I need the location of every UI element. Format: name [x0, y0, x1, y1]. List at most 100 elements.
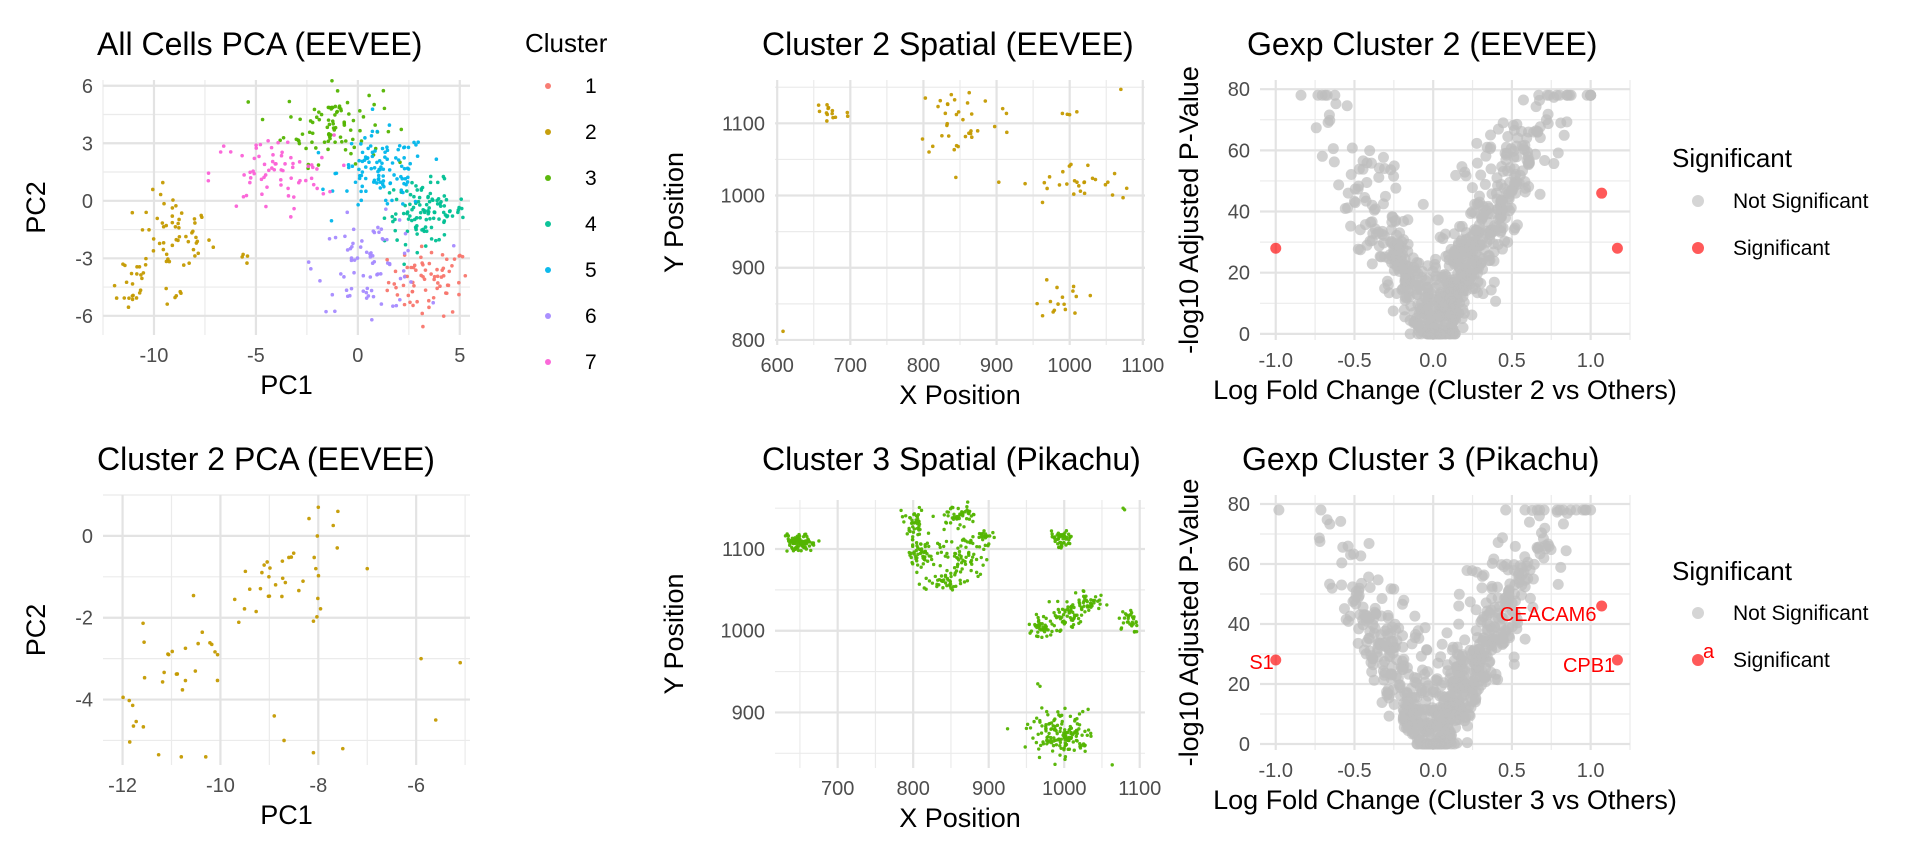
- p1-x-tick-label: 5: [454, 345, 465, 367]
- p1-data-point: [420, 311, 425, 316]
- p5-data-point: [785, 533, 789, 537]
- p6-data-point: [1385, 668, 1397, 680]
- p1-data-point: [129, 271, 134, 276]
- p1-data-point: [406, 175, 410, 180]
- p2-data-point: [1072, 178, 1077, 183]
- p4-data-point: [141, 725, 146, 729]
- p3-data-point: [1409, 265, 1421, 277]
- p5-data-point: [982, 529, 986, 533]
- p5-x-tick-label: 800: [896, 778, 929, 800]
- p4-data-point: [262, 563, 266, 567]
- p5-data-point: [1050, 629, 1054, 634]
- p6-data-point: [1270, 654, 1282, 666]
- p4-data-point: [265, 560, 269, 564]
- p6-gene-label: CEACAM6: [1500, 604, 1597, 626]
- p1-data-point: [438, 204, 443, 208]
- p1-data-point: [245, 254, 250, 258]
- p1-data-point: [408, 214, 412, 218]
- p6-data-point: [1434, 690, 1446, 702]
- p5-data-point: [798, 539, 802, 543]
- p5-data-point: [1083, 729, 1087, 734]
- p1-data-point: [386, 129, 391, 134]
- p5-data-point: [917, 582, 922, 586]
- p1-data-point: [406, 248, 410, 253]
- p1-data-point: [316, 150, 321, 155]
- p1-y-tick-label: -3: [75, 248, 93, 270]
- p3-data-point: [1542, 118, 1554, 130]
- p5-data-point: [977, 535, 981, 540]
- p3-data-point: [1316, 150, 1328, 162]
- p1-data-point: [419, 255, 423, 260]
- p6-data-point: [1509, 595, 1521, 607]
- p2-data-point: [1078, 189, 1083, 193]
- p1-data-point: [444, 291, 448, 295]
- p4-x-tick-label: -12: [108, 775, 137, 797]
- p6-x-tick-label: 0.0: [1419, 760, 1447, 782]
- p1-legend-key: [545, 221, 551, 227]
- p2-x-tick-label: 800: [907, 355, 940, 377]
- p3-data-point: [1502, 165, 1514, 177]
- p6-legend-key: [1692, 654, 1704, 666]
- p1-data-point: [164, 252, 169, 257]
- p5-data-point: [1024, 726, 1029, 731]
- p6-data-point: [1471, 566, 1483, 578]
- p6-data-point: [1355, 577, 1367, 589]
- p1-data-point: [304, 146, 308, 151]
- p1-data-point: [151, 249, 156, 253]
- p4-data-point: [280, 594, 284, 599]
- p1-data-point: [244, 193, 249, 198]
- p1-data-point: [340, 139, 344, 144]
- p1-data-point: [423, 225, 428, 229]
- p2-data-point: [1071, 284, 1076, 289]
- p1-data-point: [310, 165, 315, 170]
- p3-data-point: [1391, 288, 1403, 300]
- p6-data-point: [1467, 645, 1479, 657]
- p1-data-point: [289, 155, 293, 160]
- p1-data-point: [441, 266, 446, 271]
- p1-data-point: [184, 234, 188, 239]
- p5-data-point: [1093, 595, 1098, 599]
- p6-data-point: [1352, 637, 1364, 649]
- p2-data-point: [943, 111, 948, 116]
- p1-data-point: [314, 146, 318, 150]
- p3-data-point: [1341, 100, 1353, 112]
- p1-data-point: [270, 166, 274, 170]
- p1-data-point: [345, 100, 350, 105]
- p5-data-point: [1036, 682, 1040, 686]
- p1-data-point: [427, 261, 432, 266]
- p1-data-point: [378, 186, 383, 190]
- p6-data-point: [1324, 578, 1336, 590]
- p1-data-point: [415, 250, 420, 255]
- p3-legend-title: Significant: [1672, 143, 1793, 173]
- p5-data-point: [1053, 539, 1057, 544]
- p2-data-point: [1073, 311, 1077, 315]
- p1-data-point: [360, 150, 365, 155]
- p1-data-point: [390, 198, 394, 203]
- p1-data-point: [358, 245, 363, 249]
- p6-data-point: [1385, 583, 1397, 595]
- p1-data-point: [150, 187, 155, 192]
- p1-data-point: [310, 120, 315, 125]
- p4-data-point: [242, 607, 247, 611]
- p5-data-point: [963, 559, 967, 564]
- p3-chart-title: Gexp Cluster 2 (EEVEE): [1247, 26, 1597, 62]
- p1-data-point: [438, 284, 442, 289]
- p5-data-point: [937, 542, 942, 547]
- p2-data-point: [996, 180, 1001, 184]
- p4-x-tick-label: -8: [309, 775, 327, 797]
- p1-data-point: [424, 229, 429, 234]
- p5-data-point: [1070, 625, 1075, 630]
- p4-data-point: [170, 649, 175, 654]
- p6-data-point: [1500, 597, 1512, 609]
- p1-y-tick-label: 0: [82, 191, 93, 213]
- p4-data-point: [458, 660, 463, 665]
- p5-data-point: [803, 532, 807, 537]
- p1-data-point: [218, 150, 223, 154]
- p4-data-point: [260, 570, 264, 575]
- p3-data-point: [1427, 322, 1439, 334]
- p5-data-point: [917, 532, 922, 536]
- p1-data-point: [352, 145, 357, 150]
- p1-data-point: [131, 293, 135, 298]
- p4-data-point: [247, 587, 252, 592]
- p1-data-point: [368, 252, 372, 256]
